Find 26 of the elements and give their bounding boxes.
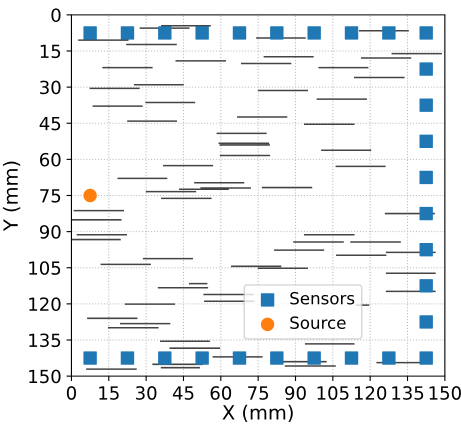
y-axis-title: Y (mm) [2, 162, 20, 232]
y-tick-label: 120 [29, 297, 61, 311]
x-tick-label: 15 [99, 386, 119, 400]
x-axis-title: X (mm) [222, 404, 293, 422]
x-tick-label: 120 [354, 386, 386, 400]
x-tick-label: 45 [172, 386, 194, 400]
x-tick-label: 105 [318, 386, 348, 400]
x-tick-label: 75 [248, 386, 268, 400]
x-tick-label: 135 [392, 386, 424, 400]
legend-label: Source [290, 316, 346, 329]
y-tick-label: 0 [51, 8, 61, 22]
x-tick-label: 90 [285, 386, 306, 400]
y-tick-label: 30 [40, 80, 61, 94]
y-tick-label: 90 [40, 225, 61, 239]
y-tick-label: 150 [29, 370, 61, 384]
x-tick-label: 0 [66, 386, 76, 400]
x-tick-label: 150 [430, 386, 461, 400]
legend-label: Sensors [290, 292, 354, 305]
y-tick-label: 60 [40, 152, 61, 166]
y-tick-label: 15 [40, 44, 60, 58]
y-tick-label: 45 [40, 116, 60, 130]
x-tick-label: 30 [136, 386, 156, 400]
y-tick-label: 135 [29, 333, 60, 348]
y-tick-label: 105 [29, 261, 60, 275]
x-tick-label: 60 [210, 386, 232, 400]
y-tick-label: 75 [40, 189, 60, 203]
